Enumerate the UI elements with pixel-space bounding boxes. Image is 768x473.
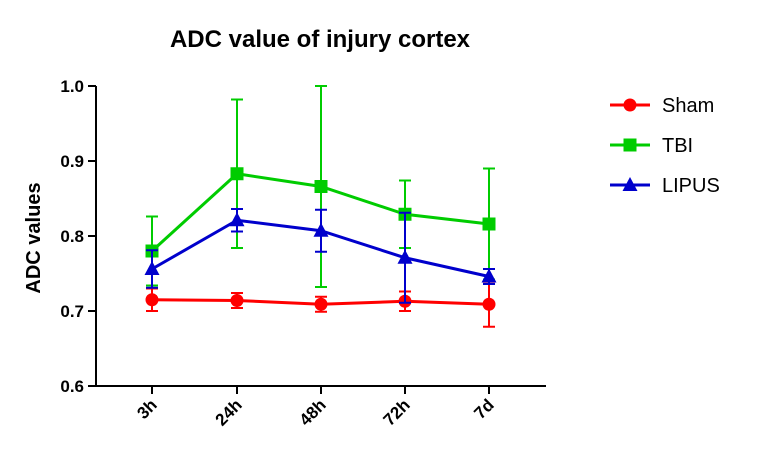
chart-title: ADC value of injury cortex bbox=[170, 26, 471, 53]
legend-label-lipus: LIPUS bbox=[662, 175, 720, 197]
legend-marker-lipus bbox=[622, 177, 638, 191]
x-tick-label: 24h bbox=[212, 395, 246, 429]
sham-point bbox=[482, 297, 496, 311]
lipus-point bbox=[397, 249, 413, 264]
legend-item-lipus: LIPUS bbox=[610, 175, 720, 197]
x-tick-label: 7d bbox=[470, 395, 497, 422]
series-tbi bbox=[145, 85, 496, 288]
legend: Sham TBI LIPUS bbox=[610, 95, 720, 197]
lipus-point bbox=[229, 212, 245, 227]
series-lipus bbox=[144, 208, 497, 304]
legend-label-sham: Sham bbox=[662, 95, 714, 117]
legend-label-tbi: TBI bbox=[662, 135, 693, 157]
x-tick-label: 48h bbox=[296, 395, 330, 429]
lipus-point bbox=[313, 222, 329, 237]
y-tick-label: 0.8 bbox=[60, 227, 84, 246]
y-tick-label: 0.9 bbox=[60, 152, 84, 171]
lipus-point bbox=[481, 268, 497, 283]
lipus-point bbox=[144, 261, 160, 275]
x-tick-label: 72h bbox=[380, 395, 414, 429]
tbi-point bbox=[314, 180, 328, 193]
series-group bbox=[144, 85, 497, 328]
y-tick-label: 1.0 bbox=[60, 77, 84, 96]
series-sham bbox=[145, 280, 496, 328]
sham-point bbox=[145, 293, 159, 307]
x-tick-label: 3h bbox=[133, 395, 160, 422]
legend-item-sham: Sham bbox=[610, 95, 714, 117]
legend-marker-sham bbox=[623, 98, 637, 112]
tbi-point bbox=[230, 167, 244, 181]
y-ticks: 0.6 0.7 0.8 0.9 1.0 bbox=[60, 77, 96, 396]
legend-item-tbi: TBI bbox=[610, 135, 693, 157]
y-tick-label: 0.6 bbox=[60, 377, 84, 396]
tbi-point bbox=[482, 217, 496, 231]
sham-point bbox=[314, 297, 328, 311]
y-axis-label: ADC values bbox=[23, 182, 45, 293]
x-ticks: 3h 24h 48h 72h 7d bbox=[133, 386, 498, 430]
y-tick-label: 0.7 bbox=[60, 302, 84, 321]
legend-marker-tbi bbox=[623, 138, 637, 152]
sham-point bbox=[230, 294, 244, 307]
